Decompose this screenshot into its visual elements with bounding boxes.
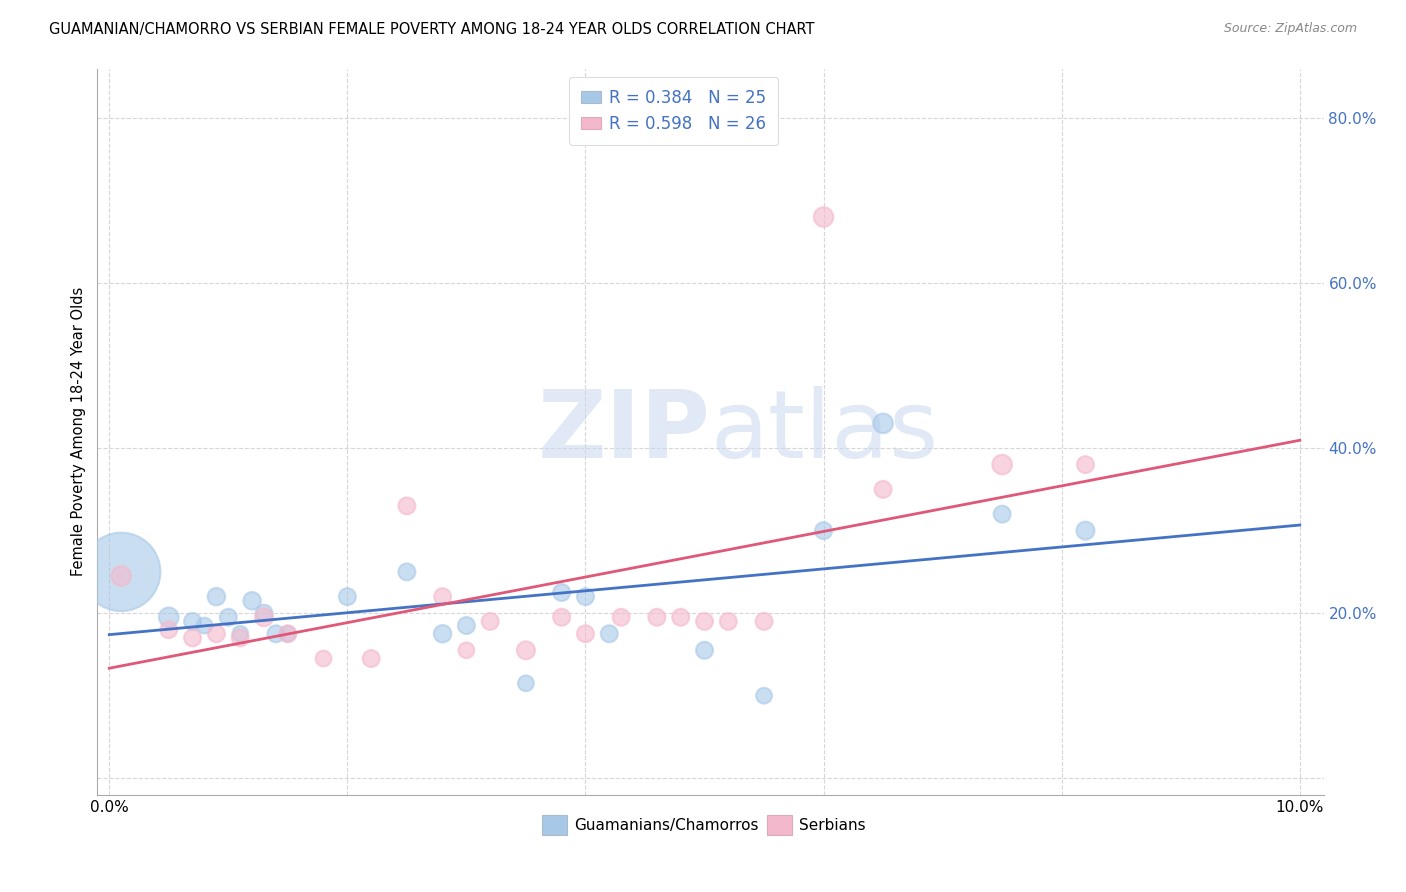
Point — [157, 623, 180, 637]
Point — [752, 615, 775, 629]
Text: atlas: atlas — [710, 385, 939, 477]
Point — [752, 689, 775, 703]
Point — [813, 524, 835, 538]
Point — [598, 627, 620, 641]
Point — [456, 618, 478, 632]
Text: Serbians: Serbians — [799, 818, 866, 832]
Point — [110, 569, 132, 583]
Point — [229, 631, 252, 645]
Point — [360, 651, 382, 665]
Point — [1074, 458, 1097, 472]
Text: Source: ZipAtlas.com: Source: ZipAtlas.com — [1223, 22, 1357, 36]
Point — [181, 631, 204, 645]
Point — [253, 606, 276, 620]
Point — [717, 615, 740, 629]
Point — [336, 590, 359, 604]
Point — [550, 585, 572, 599]
Point — [515, 643, 537, 657]
Point — [229, 627, 252, 641]
Point — [645, 610, 668, 624]
Point — [574, 590, 596, 604]
Point — [693, 615, 716, 629]
Legend: R = 0.384   N = 25, R = 0.598   N = 26: R = 0.384 N = 25, R = 0.598 N = 26 — [569, 77, 778, 145]
Text: GUAMANIAN/CHAMORRO VS SERBIAN FEMALE POVERTY AMONG 18-24 YEAR OLDS CORRELATION C: GUAMANIAN/CHAMORRO VS SERBIAN FEMALE POV… — [49, 22, 814, 37]
Point — [217, 610, 239, 624]
Point — [240, 594, 263, 608]
Point — [432, 590, 454, 604]
Text: ZIP: ZIP — [537, 385, 710, 477]
Point — [193, 618, 215, 632]
Point — [1074, 524, 1097, 538]
Point — [456, 643, 478, 657]
Point — [312, 651, 335, 665]
Point — [395, 565, 418, 579]
Point — [610, 610, 633, 624]
Point — [574, 627, 596, 641]
Point — [872, 417, 894, 431]
Point — [479, 615, 502, 629]
Point — [277, 627, 299, 641]
Point — [991, 458, 1014, 472]
Point — [432, 627, 454, 641]
Point — [872, 483, 894, 497]
Point — [991, 507, 1014, 521]
Point — [813, 210, 835, 224]
Point — [110, 565, 132, 579]
Point — [395, 499, 418, 513]
Point — [515, 676, 537, 690]
Point — [264, 627, 287, 641]
Point — [253, 610, 276, 624]
Y-axis label: Female Poverty Among 18-24 Year Olds: Female Poverty Among 18-24 Year Olds — [72, 287, 86, 576]
Text: Guamanians/Chamorros: Guamanians/Chamorros — [574, 818, 759, 832]
Point — [550, 610, 572, 624]
Point — [669, 610, 692, 624]
Point — [157, 610, 180, 624]
Point — [205, 590, 228, 604]
Point — [205, 627, 228, 641]
Point — [693, 643, 716, 657]
Point — [181, 615, 204, 629]
Point — [277, 627, 299, 641]
